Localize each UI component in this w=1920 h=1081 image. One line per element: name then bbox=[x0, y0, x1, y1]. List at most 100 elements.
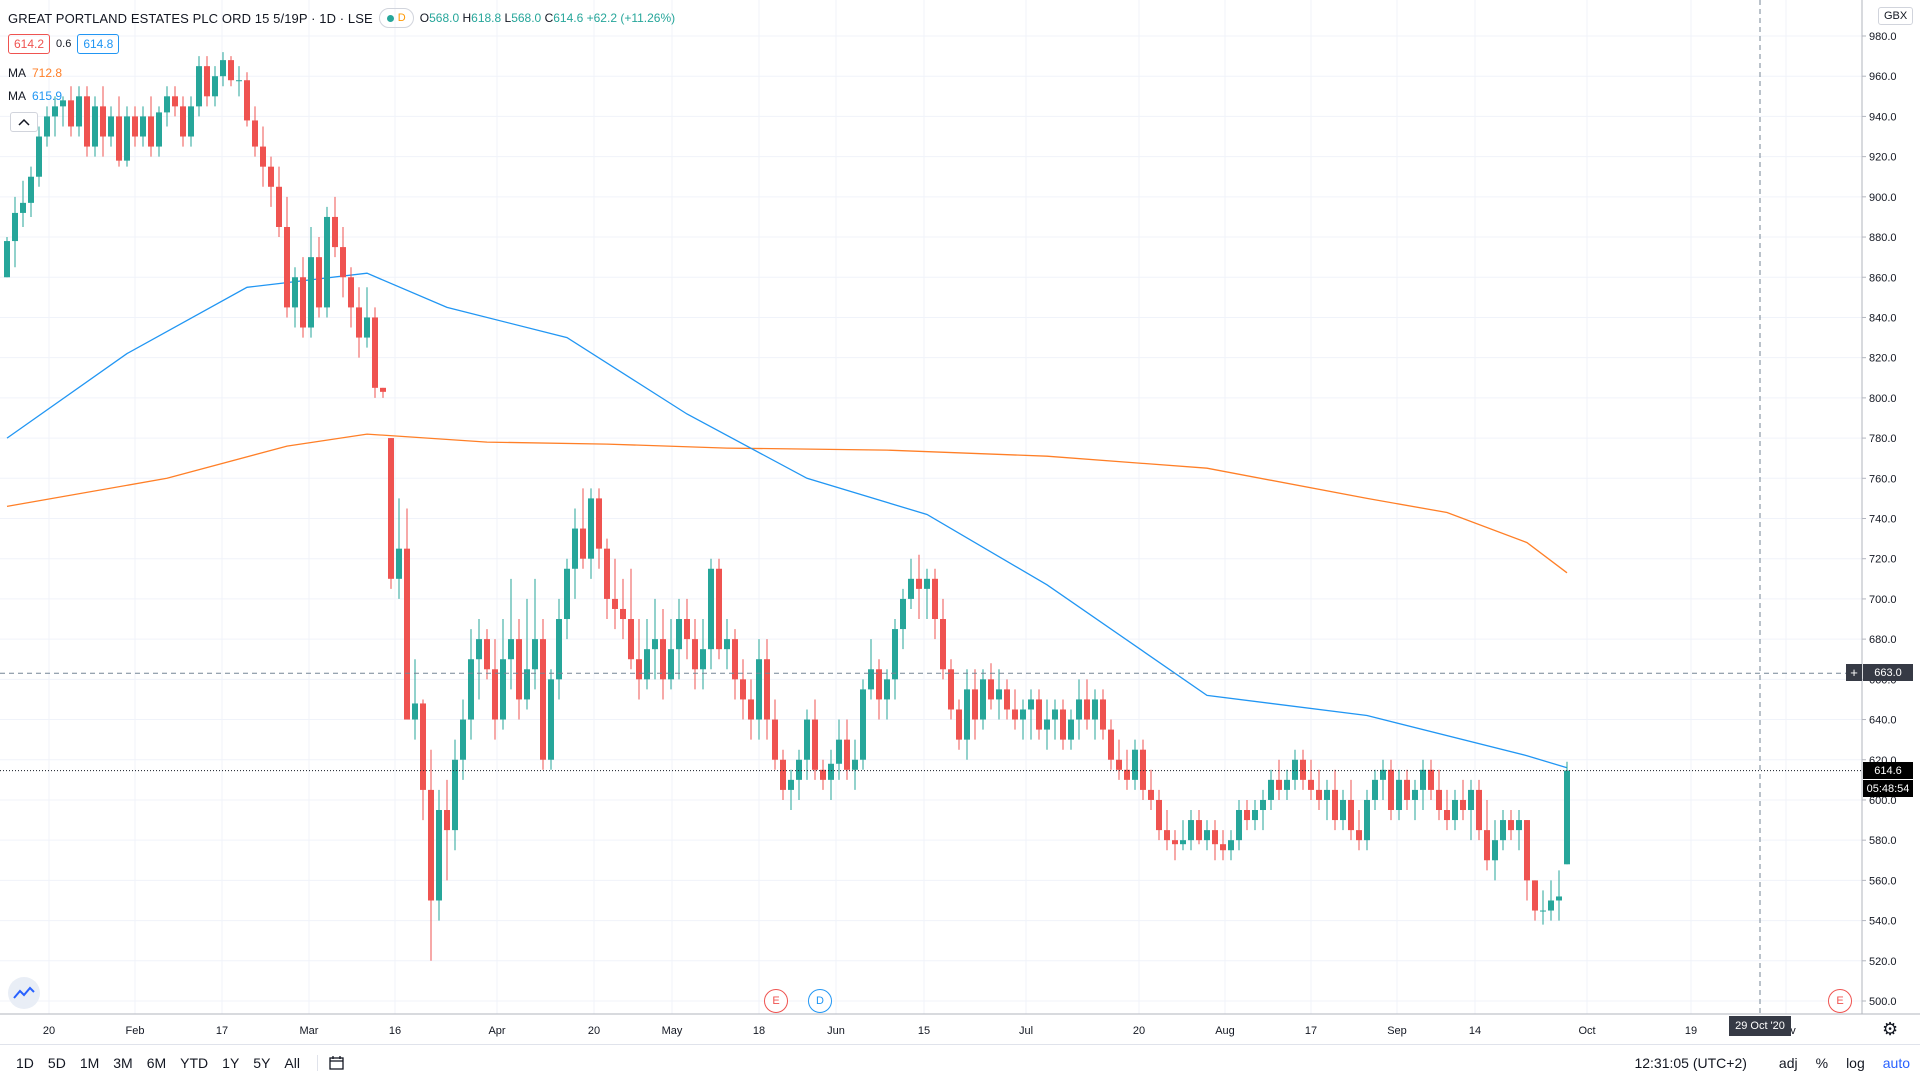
chart-settings-gear-icon[interactable]: ⚙ bbox=[1882, 1019, 1899, 1039]
candle-body bbox=[564, 568, 570, 620]
candle-body bbox=[1068, 719, 1074, 740]
candle-body bbox=[1436, 789, 1442, 811]
candle-body bbox=[956, 709, 962, 740]
range-1y-button[interactable]: 1Y bbox=[222, 1055, 240, 1071]
range-1d-button[interactable]: 1D bbox=[16, 1055, 34, 1071]
candle bbox=[812, 699, 818, 780]
symbol-title[interactable]: GREAT PORTLAND ESTATES PLC ORD 15 5/19P … bbox=[8, 10, 373, 26]
candle bbox=[844, 719, 850, 780]
candle-body bbox=[1100, 699, 1106, 730]
candle-body bbox=[1364, 799, 1370, 841]
price-chart[interactable]: 980.0 960.0 940.0 920.0 900.0 880.0 860.0 840.0… bbox=[0, 0, 1920, 1044]
candle bbox=[820, 759, 826, 790]
x-tick-label: Aug bbox=[1215, 1025, 1235, 1037]
range-5y-button[interactable]: 5Y bbox=[253, 1055, 271, 1071]
candle-body bbox=[772, 719, 778, 760]
candle-body bbox=[524, 669, 530, 700]
candle-body bbox=[716, 568, 722, 650]
candle bbox=[372, 307, 378, 398]
candle-body bbox=[1236, 810, 1242, 841]
candle bbox=[876, 659, 882, 720]
candle bbox=[212, 66, 218, 107]
auto-toggle[interactable]: auto bbox=[1882, 1055, 1910, 1071]
candle-body bbox=[548, 679, 554, 760]
candle-body bbox=[932, 578, 938, 620]
range-1m-button[interactable]: 1M bbox=[79, 1055, 100, 1071]
currency-label[interactable]: GBX bbox=[1878, 7, 1914, 25]
candle-body bbox=[1116, 759, 1122, 770]
candle-body bbox=[1300, 759, 1306, 780]
range-3m-button[interactable]: 3M bbox=[113, 1055, 133, 1071]
market-status-badge[interactable]: D bbox=[378, 8, 414, 28]
candle bbox=[708, 558, 714, 670]
ma-legend-orange[interactable]: MA 712.8 bbox=[8, 66, 62, 80]
candle-body bbox=[660, 639, 666, 680]
candle-body bbox=[1372, 779, 1378, 800]
candle-body bbox=[1164, 830, 1170, 841]
candle-body bbox=[1316, 789, 1322, 800]
candle-body bbox=[884, 679, 890, 700]
range-all-button[interactable]: All bbox=[284, 1055, 300, 1071]
x-tick-label: 15 bbox=[918, 1025, 930, 1037]
ask-price[interactable]: 614.8 bbox=[77, 34, 120, 54]
dividend-event-marker[interactable]: D bbox=[808, 989, 832, 1013]
candle bbox=[1364, 789, 1370, 851]
candle bbox=[668, 619, 674, 690]
range-ytd-button[interactable]: YTD bbox=[180, 1055, 209, 1071]
bid-price[interactable]: 614.2 bbox=[8, 34, 51, 54]
candle bbox=[1356, 810, 1362, 851]
ma-legend-blue[interactable]: MA 615.9 bbox=[8, 89, 62, 103]
range-buttons: 1D 5D 1M 3M 6M YTD 1Y 5Y All bbox=[0, 1055, 346, 1071]
candle-body bbox=[1348, 799, 1354, 831]
candle-body bbox=[1380, 769, 1386, 780]
candle-body bbox=[1396, 779, 1402, 811]
tradingview-logo[interactable] bbox=[8, 977, 40, 1009]
earnings-event-marker[interactable]: E bbox=[764, 989, 788, 1013]
candle-body bbox=[1452, 799, 1458, 821]
candle bbox=[1372, 769, 1378, 811]
candle-body bbox=[1092, 699, 1098, 720]
candle-body bbox=[12, 212, 18, 242]
candle bbox=[1332, 769, 1338, 831]
candle bbox=[1500, 810, 1506, 851]
candle-body bbox=[436, 810, 442, 901]
adj-toggle[interactable]: adj bbox=[1778, 1055, 1798, 1071]
candle bbox=[1276, 759, 1282, 800]
candle bbox=[1380, 759, 1386, 800]
percent-toggle[interactable]: % bbox=[1815, 1055, 1829, 1071]
y-tick-label: 500.0 bbox=[1869, 996, 1897, 1008]
candle-body bbox=[980, 679, 986, 720]
candle-body bbox=[1324, 789, 1330, 800]
candle bbox=[108, 106, 114, 147]
candle bbox=[228, 56, 234, 87]
x-tick-label: Apr bbox=[488, 1025, 505, 1037]
candle-body bbox=[172, 96, 178, 107]
candle-body bbox=[732, 639, 738, 680]
candle bbox=[1348, 779, 1354, 841]
candle bbox=[828, 749, 834, 800]
collapse-legend-button[interactable] bbox=[10, 112, 38, 132]
bottom-toolbar: 1D 5D 1M 3M 6M YTD 1Y 5Y All 12:31:05 (U… bbox=[0, 1044, 1920, 1081]
clock-timezone[interactable]: 12:31:05 (UTC+2) bbox=[1634, 1055, 1747, 1071]
earnings-event-marker[interactable]: E bbox=[1828, 989, 1852, 1013]
candle bbox=[132, 106, 138, 147]
candle-body bbox=[516, 639, 522, 700]
crosshair-plus-icon[interactable]: + bbox=[1846, 664, 1862, 681]
candle-body bbox=[308, 257, 314, 328]
y-tick-label: 880.0 bbox=[1869, 232, 1897, 244]
candle bbox=[84, 86, 90, 157]
candle bbox=[1476, 779, 1482, 841]
range-5d-button[interactable]: 5D bbox=[47, 1055, 66, 1071]
candle-body bbox=[708, 568, 714, 650]
candle bbox=[340, 226, 346, 298]
range-6m-button[interactable]: 6M bbox=[146, 1055, 167, 1071]
candle bbox=[532, 578, 538, 690]
status-dot-icon bbox=[386, 14, 394, 22]
candle bbox=[44, 106, 50, 147]
log-toggle[interactable]: log bbox=[1846, 1055, 1865, 1071]
candle bbox=[1252, 799, 1258, 831]
candle bbox=[964, 669, 970, 760]
candle-body bbox=[92, 106, 98, 147]
candle bbox=[12, 196, 18, 268]
goto-date-button[interactable] bbox=[316, 1055, 346, 1071]
